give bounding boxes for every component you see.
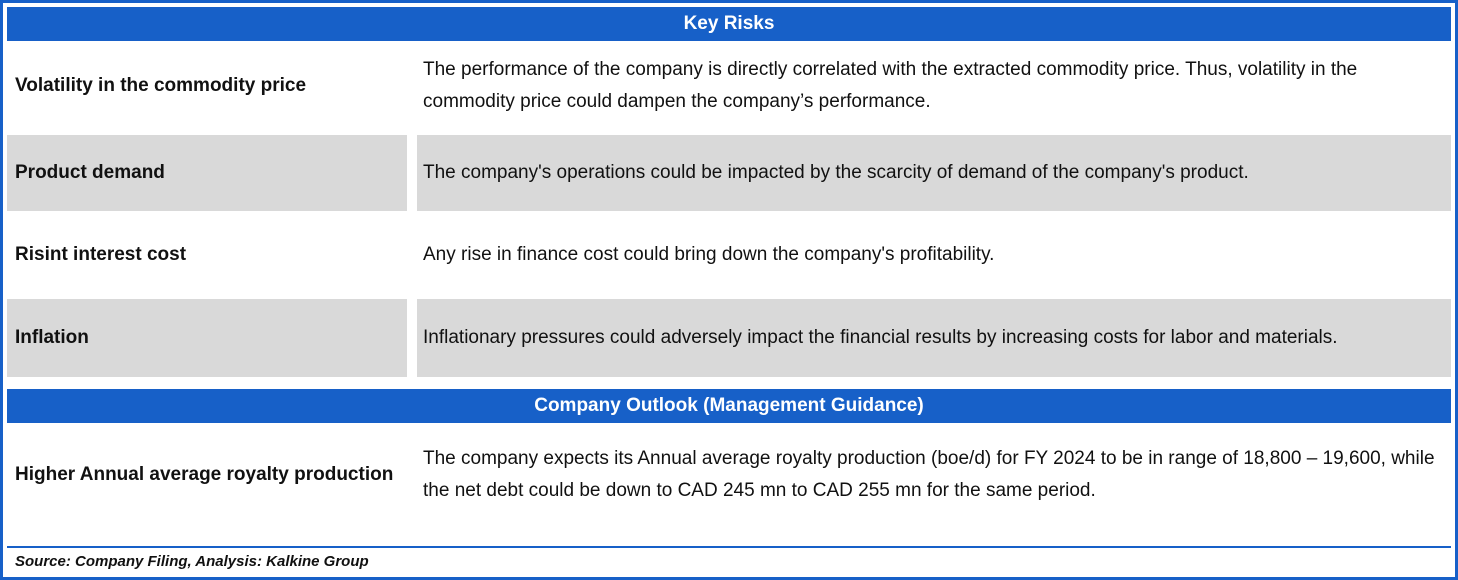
key-risks-header: Key Risks: [7, 7, 1451, 41]
outlook-label: Higher Annual average royalty production: [15, 464, 394, 486]
risk-description: Inflationary pressures could adversely i…: [417, 299, 1451, 377]
risk-label: Risint interest cost: [15, 244, 187, 266]
risk-label: Inflation: [7, 299, 407, 377]
outlook-description: The company expects its Annual average r…: [423, 447, 1435, 501]
risk-description: The performance of the company is direct…: [423, 58, 1358, 112]
company-outlook-table: Higher Annual average royalty production…: [7, 423, 1451, 527]
table-row: Volatility in the commodity price The pe…: [7, 41, 1451, 131]
risk-label: Volatility in the commodity price: [15, 75, 307, 97]
table-row: Product demand The company's operations …: [7, 135, 1451, 211]
source-note: Source: Company Filing, Analysis: Kalkin…: [7, 546, 1451, 577]
table-row: Higher Annual average royalty production…: [7, 423, 1451, 527]
risk-label: Product demand: [7, 135, 407, 211]
risk-description: The company's operations could be impact…: [417, 135, 1451, 211]
table-row: Inflation Inflationary pressures could a…: [7, 299, 1451, 377]
key-risks-table: Volatility in the commodity price The pe…: [7, 41, 1451, 381]
company-outlook-header: Company Outlook (Management Guidance): [7, 389, 1451, 423]
table-row: Risint interest cost Any rise in finance…: [7, 215, 1451, 295]
risk-description: Any rise in finance cost could bring dow…: [423, 243, 995, 265]
